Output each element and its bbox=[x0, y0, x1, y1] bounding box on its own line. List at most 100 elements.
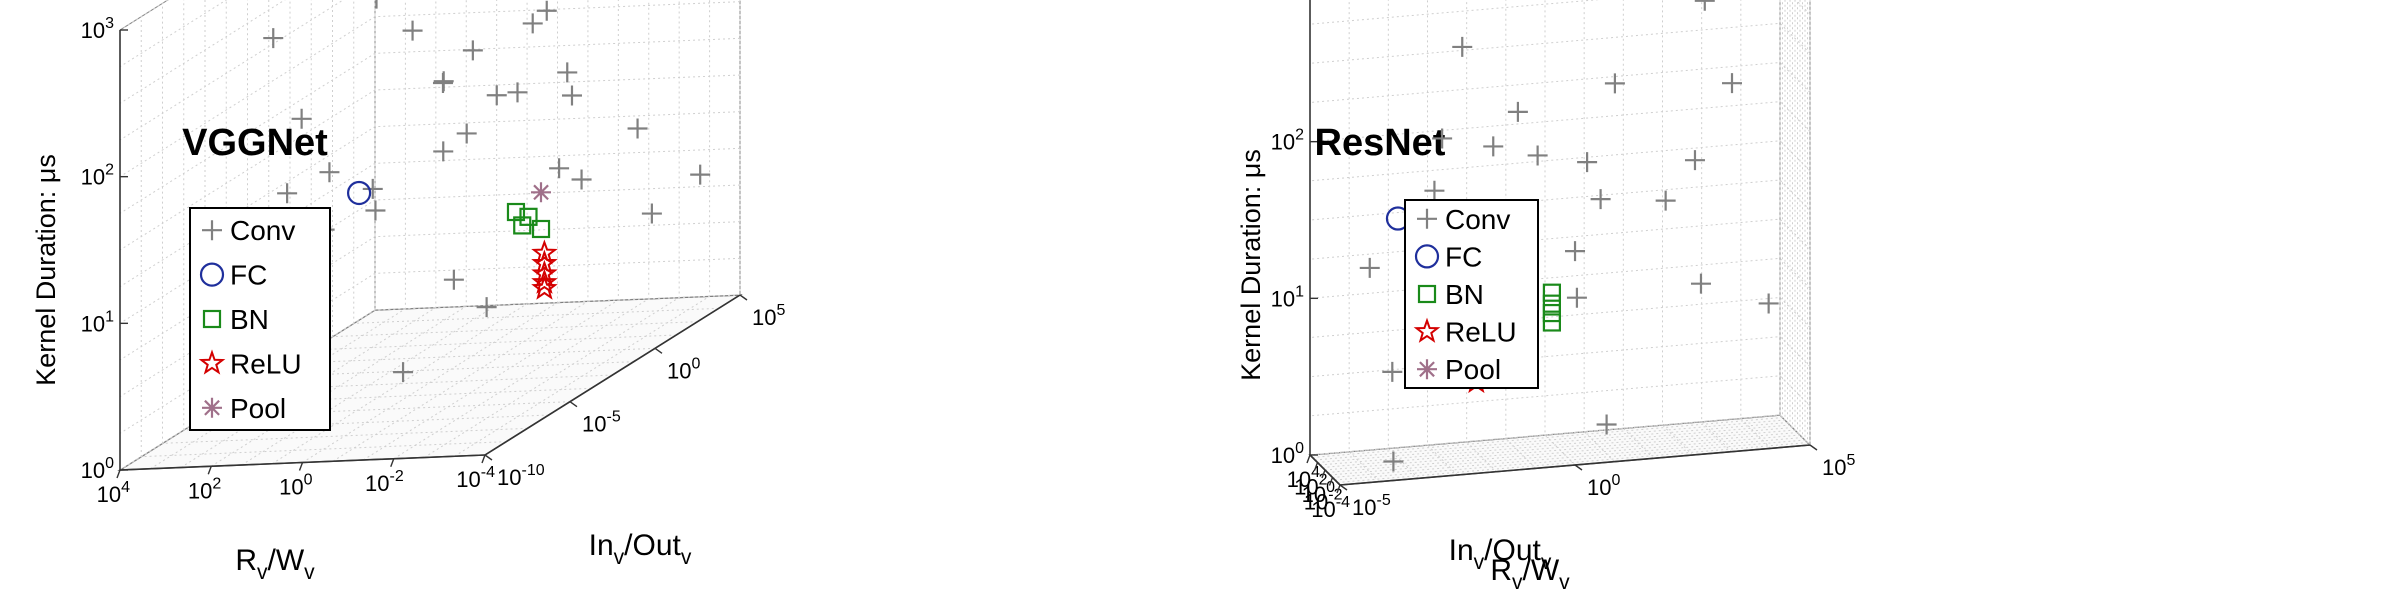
conv-point bbox=[402, 20, 423, 41]
conv-point bbox=[476, 297, 497, 318]
conv-point bbox=[319, 162, 340, 183]
x-axis-label: Rv/Wv bbox=[1490, 554, 1570, 594]
grid-line bbox=[1322, 0, 1793, 468]
grid-line bbox=[302, 0, 558, 463]
legend-label-bn: BN bbox=[230, 304, 269, 335]
x-tick-label: 100 bbox=[1302, 479, 1335, 507]
grid-line bbox=[1779, 0, 1811, 446]
legend-label-fc: FC bbox=[230, 260, 267, 291]
conv-point bbox=[263, 28, 284, 49]
conv-point bbox=[1507, 101, 1528, 122]
z-axis-label: Kernel Duration: μs bbox=[1236, 149, 1266, 381]
conv-point bbox=[433, 141, 454, 162]
legend-label-bn: BN bbox=[1445, 279, 1484, 310]
grid-line bbox=[1309, 61, 1811, 103]
conv-point bbox=[365, 200, 386, 221]
conv-point bbox=[277, 183, 298, 204]
x-tick bbox=[1328, 477, 1334, 486]
y-tick-label: 10-5 bbox=[582, 409, 621, 437]
grid-line bbox=[119, 1, 741, 178]
legend-marker-pool bbox=[202, 397, 222, 418]
grid-line bbox=[1505, 0, 1537, 469]
grid-line bbox=[1337, 0, 1808, 483]
grid-line bbox=[1309, 0, 1811, 25]
grid-line bbox=[1309, 22, 1811, 64]
conv-point bbox=[1577, 152, 1598, 173]
x-tick bbox=[116, 469, 121, 479]
series-fc bbox=[346, 180, 372, 206]
y-tick-label: 105 bbox=[1822, 452, 1855, 480]
series-pool bbox=[531, 182, 551, 203]
z-tick-label: 100 bbox=[1271, 440, 1304, 468]
y-tick bbox=[484, 454, 493, 461]
grid-line bbox=[1327, 0, 1798, 473]
grid-line bbox=[1329, 0, 1801, 476]
x-tick bbox=[1306, 454, 1311, 464]
chart-title: VGGNet bbox=[182, 122, 328, 164]
fc-point bbox=[346, 180, 372, 206]
conv-point bbox=[522, 13, 543, 34]
relu-point bbox=[531, 268, 558, 294]
x-tick-label: 100 bbox=[279, 472, 312, 500]
x-tick bbox=[1313, 462, 1319, 471]
conv-point bbox=[443, 269, 464, 290]
conv-point bbox=[1565, 241, 1586, 262]
legend-marker-bn bbox=[1417, 284, 1437, 304]
z-tick-label: 101 bbox=[81, 308, 114, 336]
grid-line bbox=[1348, 0, 1380, 483]
x-axis-label: Rv/Wv bbox=[235, 544, 315, 584]
y-axis-line bbox=[484, 294, 741, 456]
conv-point bbox=[561, 85, 582, 106]
conv-point bbox=[1527, 145, 1548, 166]
grid-line bbox=[119, 0, 345, 141]
x-tick-label: 104 bbox=[97, 479, 130, 507]
z-tick-label: 100 bbox=[81, 455, 114, 483]
y-tick-label: 100 bbox=[1587, 472, 1620, 500]
grid-line bbox=[1312, 0, 1783, 458]
series-bn bbox=[506, 202, 551, 239]
grid-line bbox=[1319, 0, 1791, 466]
x-tick-label: 102 bbox=[1294, 472, 1327, 500]
conv-point bbox=[1382, 361, 1403, 382]
legend-marker-fc bbox=[199, 262, 225, 287]
conv-point bbox=[1359, 257, 1380, 278]
grid-line bbox=[119, 37, 741, 214]
legend-box bbox=[189, 207, 331, 431]
y-tick bbox=[569, 401, 578, 408]
bn-point bbox=[531, 219, 551, 239]
conv-point bbox=[456, 123, 477, 144]
z-tick-label: 102 bbox=[1271, 127, 1304, 155]
grid-line bbox=[1309, 101, 1811, 143]
x-tick bbox=[481, 454, 486, 464]
grid-line bbox=[1544, 0, 1576, 466]
legend-label-conv: Conv bbox=[230, 215, 295, 246]
bn-point bbox=[1542, 303, 1562, 323]
x-tick bbox=[207, 466, 212, 475]
y-tick bbox=[1574, 464, 1583, 471]
conv-point bbox=[1452, 36, 1473, 57]
conv-point bbox=[536, 0, 557, 21]
conv-point bbox=[433, 71, 454, 92]
legend-label-pool: Pool bbox=[1445, 354, 1501, 385]
relu-point bbox=[531, 274, 558, 300]
conv-point bbox=[557, 62, 578, 83]
z-tick-label: 103 bbox=[81, 15, 114, 43]
chart-panel-resnet: 10010110210310410210010-210-410-5100105R… bbox=[1236, 0, 1855, 594]
bn-point bbox=[506, 202, 526, 222]
conv-point bbox=[1684, 150, 1705, 171]
grid-line bbox=[1309, 414, 1811, 456]
y-tick-label: 105 bbox=[752, 302, 785, 330]
y-tick bbox=[739, 294, 748, 301]
conv-point bbox=[1604, 73, 1625, 94]
conv-point bbox=[1690, 273, 1711, 294]
conv-point bbox=[627, 118, 648, 139]
conv-point bbox=[1383, 451, 1404, 472]
z-axis-label: Kernel Duration: μs bbox=[31, 154, 61, 386]
legend: Conv FC BN ReLU Pool bbox=[189, 207, 331, 431]
legend-label-fc: FC bbox=[1445, 241, 1482, 272]
conv-point bbox=[1722, 73, 1742, 94]
z-tick-label: 102 bbox=[81, 162, 114, 190]
y-axis-label: Inv/Outv bbox=[1449, 534, 1552, 574]
grid-line bbox=[332, 0, 589, 462]
legend-marker-relu bbox=[1413, 317, 1441, 343]
